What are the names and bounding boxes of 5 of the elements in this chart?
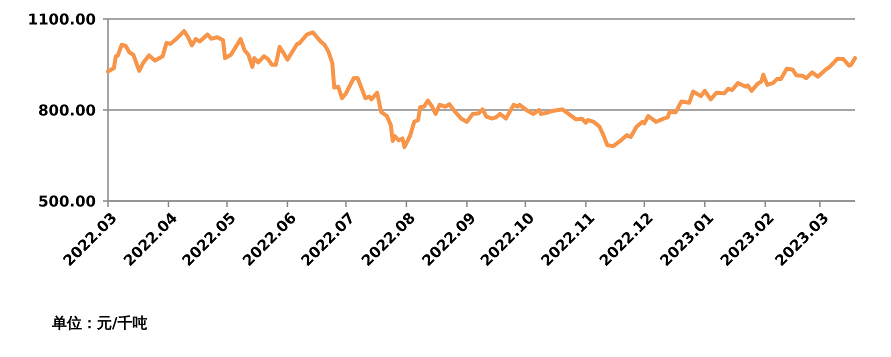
y-tick-label: 500.00 bbox=[38, 192, 96, 210]
y-tick-label: 1100.00 bbox=[28, 10, 96, 28]
line-series bbox=[106, 29, 857, 150]
text: 单位：元/千吨 bbox=[51, 314, 148, 332]
y-tick-label: 800.00 bbox=[38, 101, 96, 120]
